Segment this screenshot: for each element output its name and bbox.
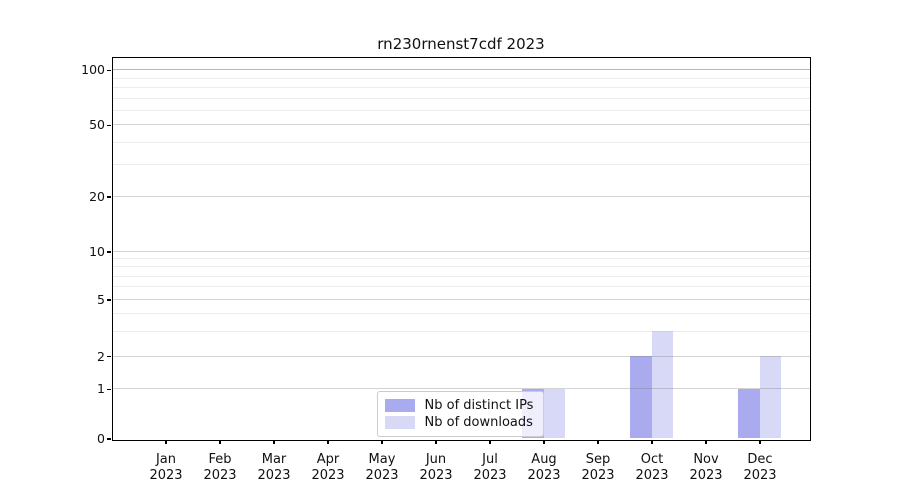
x-tick-month: May: [368, 452, 396, 467]
x-tick-year: 2023: [635, 467, 669, 483]
y-tick-mark: [107, 438, 111, 440]
x-tick-mark: [435, 440, 437, 444]
y-tick-label: 100: [81, 62, 105, 78]
bar-nb-of-downloads-aug: [543, 388, 565, 439]
bar-nb-of-downloads-oct: [651, 331, 673, 439]
x-tick-label-sep: Sep 2023: [566, 452, 630, 483]
bar-nb-of-distinct-ips-oct: [630, 356, 652, 439]
legend-swatch-downloads: [384, 415, 415, 429]
y-tick-label: 0: [97, 431, 105, 446]
y-tick-label: 5: [97, 292, 105, 307]
legend-label-downloads: Nb of downloads: [424, 414, 533, 430]
y-tick-label: 10: [89, 244, 105, 259]
x-tick-label-aug: Aug 2023: [512, 452, 576, 483]
x-tick-label-oct: Oct 2023: [620, 452, 684, 483]
x-tick-month: Apr: [316, 452, 340, 467]
x-tick-year: 2023: [419, 467, 453, 483]
y-tick-label: 50: [89, 117, 105, 133]
x-tick-year: 2023: [257, 467, 291, 483]
x-tick-year: 2023: [689, 467, 723, 483]
x-tick-mark: [273, 440, 275, 444]
x-tick-month: Sep: [585, 452, 611, 467]
chart-title: rn230rnenst7cdf 2023: [377, 35, 545, 53]
x-tick-mark: [489, 440, 491, 444]
legend: Nb of distinct IPs Nb of downloads: [376, 390, 544, 437]
y-tick-label: 1: [97, 381, 105, 397]
x-tick-month: Mar: [261, 452, 287, 467]
x-tick-label-mar: Mar 2023: [242, 452, 306, 483]
x-tick-month: Jun: [425, 452, 447, 467]
x-tick-label-apr: Apr 2023: [296, 452, 360, 483]
y-tick-label: 20: [89, 189, 105, 204]
x-tick-label-nov: Nov 2023: [674, 452, 738, 483]
x-tick-mark: [597, 440, 599, 444]
x-tick-month: Oct: [640, 452, 664, 467]
x-tick-year: 2023: [203, 467, 237, 483]
x-tick-label-dec: Dec 2023: [728, 452, 792, 483]
x-tick-label-may: May 2023: [350, 452, 414, 483]
y-tick-mark: [107, 388, 111, 390]
x-tick-month: Dec: [747, 452, 773, 467]
x-tick-mark: [219, 440, 221, 444]
legend-swatch-distinct-ips: [384, 398, 415, 412]
y-tick-mark: [107, 196, 111, 198]
x-tick-month: Jan: [155, 452, 177, 467]
x-tick-mark: [327, 440, 329, 444]
x-tick-month: Jul: [482, 452, 498, 467]
y-tick-mark: [107, 299, 111, 301]
legend-entry-distinct-ips: Nb of distinct IPs: [384, 397, 535, 413]
y-tick-mark: [107, 124, 111, 126]
x-tick-year: 2023: [149, 467, 183, 483]
bars-layer: [113, 58, 810, 440]
x-tick-label-jan: Jan 2023: [134, 452, 198, 483]
y-tick-label: 2: [97, 348, 105, 364]
legend-label-distinct-ips: Nb of distinct IPs: [424, 397, 534, 413]
x-tick-mark: [651, 440, 653, 444]
x-tick-year: 2023: [311, 467, 345, 483]
bar-nb-of-distinct-ips-dec: [738, 388, 760, 439]
x-tick-month: Aug: [531, 452, 557, 467]
x-tick-year: 2023: [527, 467, 561, 483]
x-tick-mark: [705, 440, 707, 444]
x-tick-mark: [759, 440, 761, 444]
x-tick-year: 2023: [365, 467, 399, 483]
x-tick-month: Nov: [693, 452, 719, 467]
x-tick-mark: [381, 440, 383, 444]
x-tick-label-feb: Feb 2023: [188, 452, 252, 483]
plot-area: Nb of distinct IPs Nb of downloads: [111, 56, 811, 441]
y-tick-mark: [107, 69, 111, 71]
x-tick-mark: [543, 440, 545, 444]
bar-nb-of-downloads-dec: [759, 356, 781, 439]
x-tick-mark: [165, 440, 167, 444]
y-tick-mark: [107, 251, 111, 253]
y-tick-mark: [107, 356, 111, 358]
x-tick-label-jun: Jun 2023: [404, 452, 468, 483]
x-tick-year: 2023: [473, 467, 507, 483]
x-tick-year: 2023: [743, 467, 777, 483]
legend-entry-downloads: Nb of downloads: [384, 414, 535, 430]
x-tick-year: 2023: [581, 467, 615, 483]
x-tick-month: Feb: [208, 452, 232, 467]
x-tick-label-jul: Jul 2023: [458, 452, 522, 483]
